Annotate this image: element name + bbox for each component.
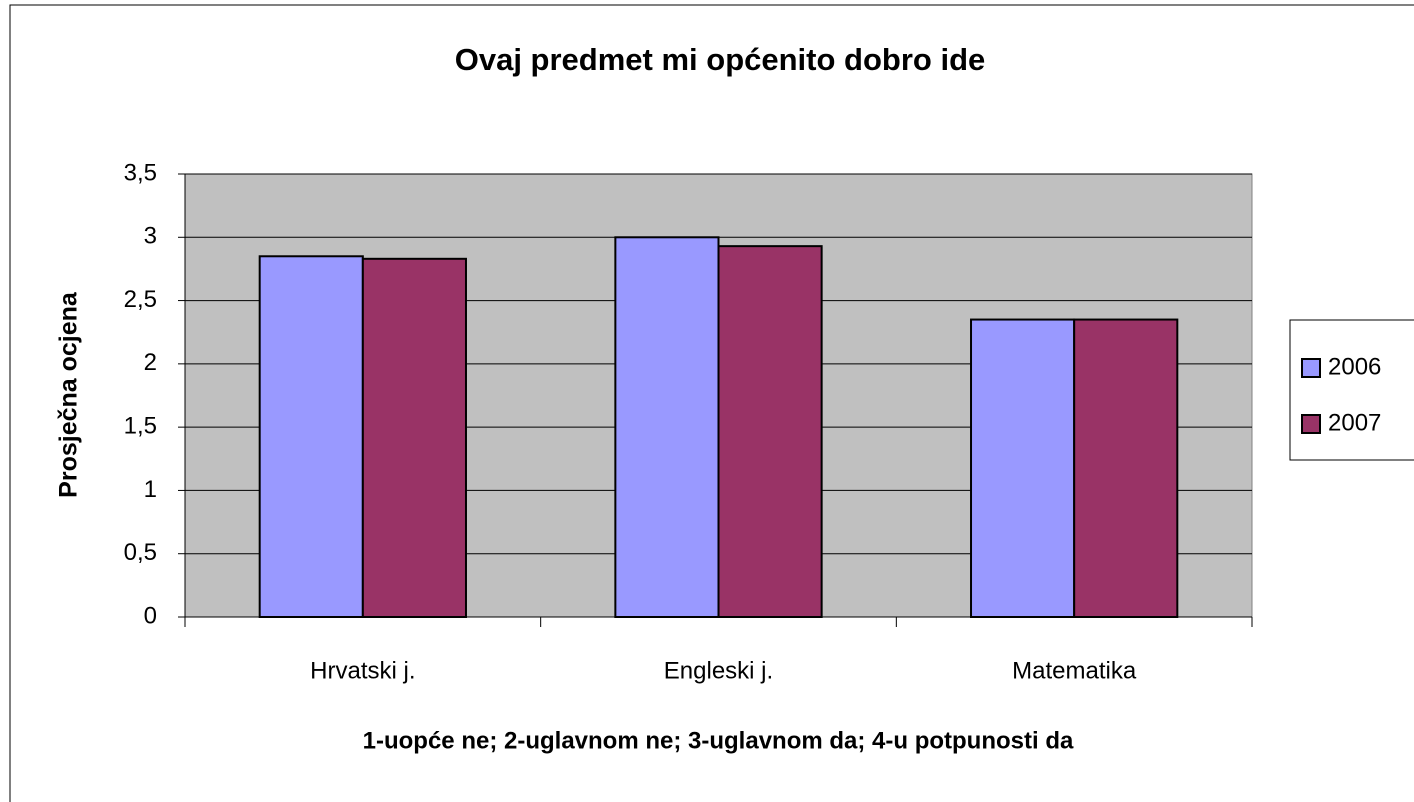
y-axis-title: Prosječna ocjena (55, 291, 83, 498)
y-tick-label: 0 (144, 602, 157, 629)
bar (717, 245, 823, 618)
bar (614, 236, 720, 619)
y-tick-label: 3 (144, 223, 157, 250)
bar (258, 255, 364, 618)
x-tick-label: Matematika (1012, 657, 1137, 684)
y-tick-label: 2 (144, 349, 157, 376)
legend-swatch (1301, 414, 1321, 434)
x-tick-label: Engleski j. (664, 657, 773, 684)
y-tick-label: 1 (144, 476, 157, 503)
y-tick-label: 3,5 (124, 159, 157, 186)
legend-label: 2007 (1328, 409, 1381, 436)
x-tick-label: Hrvatski j. (310, 657, 415, 684)
legend-label: 2006 (1328, 353, 1381, 380)
y-tick-label: 2,5 (124, 286, 157, 313)
y-tick-label: 0,5 (124, 539, 157, 566)
bar (970, 318, 1076, 618)
legend-swatch (1301, 358, 1321, 378)
chart-title: Ovaj predmet mi općenito dobro ide (455, 42, 986, 77)
x-axis-title: 1-uopće ne; 2-uglavnom ne; 3-uglavnom da… (363, 727, 1074, 754)
legend-box (1289, 319, 1414, 461)
bar (1073, 318, 1179, 618)
bar (361, 257, 467, 618)
y-tick-label: 1,5 (124, 412, 157, 439)
